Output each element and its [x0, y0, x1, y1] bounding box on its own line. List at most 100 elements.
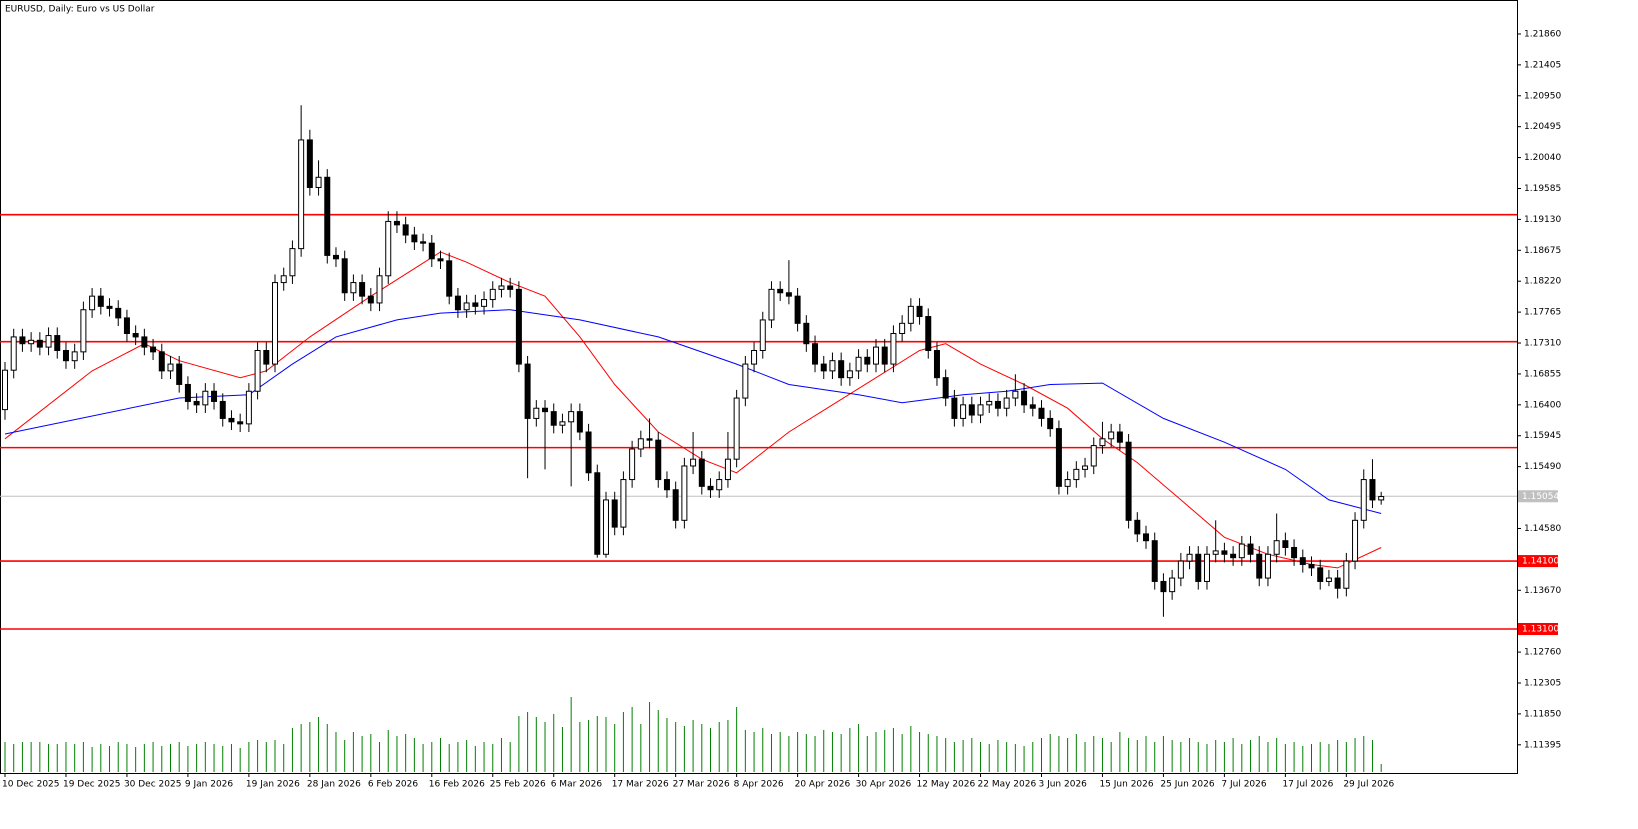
candle-body	[1151, 540, 1158, 582]
candle-body	[1317, 567, 1324, 582]
candle-body	[280, 275, 287, 284]
y-tick-label: 1.15490	[1524, 462, 1561, 472]
candle-body	[742, 363, 749, 399]
candle-body	[263, 349, 270, 365]
candle-body	[986, 400, 993, 406]
candle-body	[1256, 553, 1263, 579]
candle-body	[1038, 407, 1045, 419]
candle-body	[559, 421, 566, 426]
candle-body	[829, 360, 836, 372]
y-tick-label: 1.16400	[1524, 400, 1561, 410]
candle-body	[994, 400, 1001, 409]
y-tick-label: 1.21405	[1524, 60, 1561, 70]
candle-body	[768, 288, 775, 321]
candle-body	[272, 282, 279, 365]
candle-body	[620, 479, 627, 528]
candle-body	[28, 339, 35, 345]
candle-body	[202, 390, 209, 406]
x-tick-label: 16 Feb 2026	[429, 780, 485, 790]
candle-body	[446, 260, 453, 297]
candle-body	[123, 317, 130, 335]
candle-body	[1195, 553, 1202, 582]
candle-body	[1064, 479, 1071, 487]
candle-body	[1177, 560, 1184, 579]
candle-body	[1299, 557, 1306, 565]
candle-body	[1029, 404, 1036, 409]
x-tick-label: 20 Apr 2026	[795, 780, 851, 790]
candle-body	[1073, 468, 1080, 481]
x-tick-label: 28 Jan 2026	[307, 780, 361, 790]
y-tick-label: 1.13670	[1524, 586, 1561, 596]
x-tick-label: 17 Jul 2026	[1282, 780, 1333, 790]
candle-body	[10, 336, 17, 371]
candle-body	[812, 343, 819, 365]
candle-body	[1212, 550, 1219, 555]
candle-body	[1282, 540, 1289, 548]
candle-body	[1021, 390, 1028, 406]
candle-body	[855, 356, 862, 372]
candle-body	[1169, 577, 1176, 593]
x-tick-label: 7 Jul 2026	[1221, 780, 1266, 790]
y-tick-label: 1.17310	[1524, 339, 1561, 349]
candle-body	[751, 349, 758, 365]
candle-body	[80, 309, 87, 353]
candle-body	[576, 411, 583, 433]
candle-body	[724, 458, 731, 481]
candle-body	[977, 404, 984, 416]
candle-body	[637, 438, 644, 450]
candle-body	[716, 479, 723, 491]
candle-body	[106, 305, 113, 309]
x-tick-label: 25 Jun 2026	[1160, 780, 1214, 790]
candle-body	[1334, 577, 1341, 589]
candle-body	[341, 258, 348, 294]
current-price-label: 1.15054	[1522, 492, 1559, 502]
x-tick-label: 8 Apr 2026	[734, 780, 784, 790]
candle-body	[228, 417, 235, 423]
candle-body	[184, 383, 191, 402]
y-tick-label: 1.15945	[1524, 431, 1561, 441]
candle-body	[1082, 465, 1089, 470]
x-tick-label: 3 Jun 2026	[1038, 780, 1087, 790]
candle-body	[298, 139, 305, 250]
candle-body	[167, 363, 174, 372]
candle-body	[1116, 431, 1123, 443]
candle-body	[254, 349, 261, 392]
plot-frame	[0, 0, 1518, 774]
x-tick-label: 10 Dec 2025	[2, 780, 60, 790]
candle-body	[759, 319, 766, 351]
y-tick-label: 1.12760	[1524, 648, 1561, 658]
level-label-box	[1518, 555, 1558, 568]
x-tick-label: 22 May 2026	[978, 780, 1037, 790]
y-tick-label: 1.11395	[1524, 740, 1561, 750]
candle-body	[916, 305, 923, 318]
candle-body	[472, 302, 479, 307]
candle-body	[437, 258, 444, 262]
x-tick-label: 30 Apr 2026	[856, 780, 912, 790]
candle-body	[594, 472, 601, 555]
y-tick-label: 1.16855	[1524, 369, 1561, 379]
candle-body	[367, 295, 374, 304]
candle-body	[211, 390, 218, 402]
candle-body	[777, 288, 784, 294]
moving-average	[4, 309, 1382, 514]
candle-body	[132, 333, 139, 338]
candle-body	[89, 295, 96, 311]
x-tick-label: 15 Jun 2026	[1099, 780, 1153, 790]
candle-body	[838, 360, 845, 379]
candle-body	[420, 241, 427, 244]
x-tick-label: 25 Feb 2026	[490, 780, 546, 790]
candle-body	[707, 485, 714, 491]
candle-body	[942, 377, 949, 399]
x-tick-label: 29 Jul 2026	[1343, 780, 1394, 790]
candle-body	[655, 439, 662, 481]
x-tick-label: 9 Jan 2026	[185, 780, 233, 790]
candle-body	[45, 335, 52, 348]
candle-body	[97, 295, 104, 307]
candle-body	[524, 363, 531, 419]
candle-body	[1143, 533, 1150, 542]
candle-body	[115, 307, 122, 319]
candle-body	[1308, 563, 1315, 569]
candle-body	[489, 288, 496, 301]
candle-body	[907, 305, 914, 324]
candle-body	[1291, 546, 1298, 559]
